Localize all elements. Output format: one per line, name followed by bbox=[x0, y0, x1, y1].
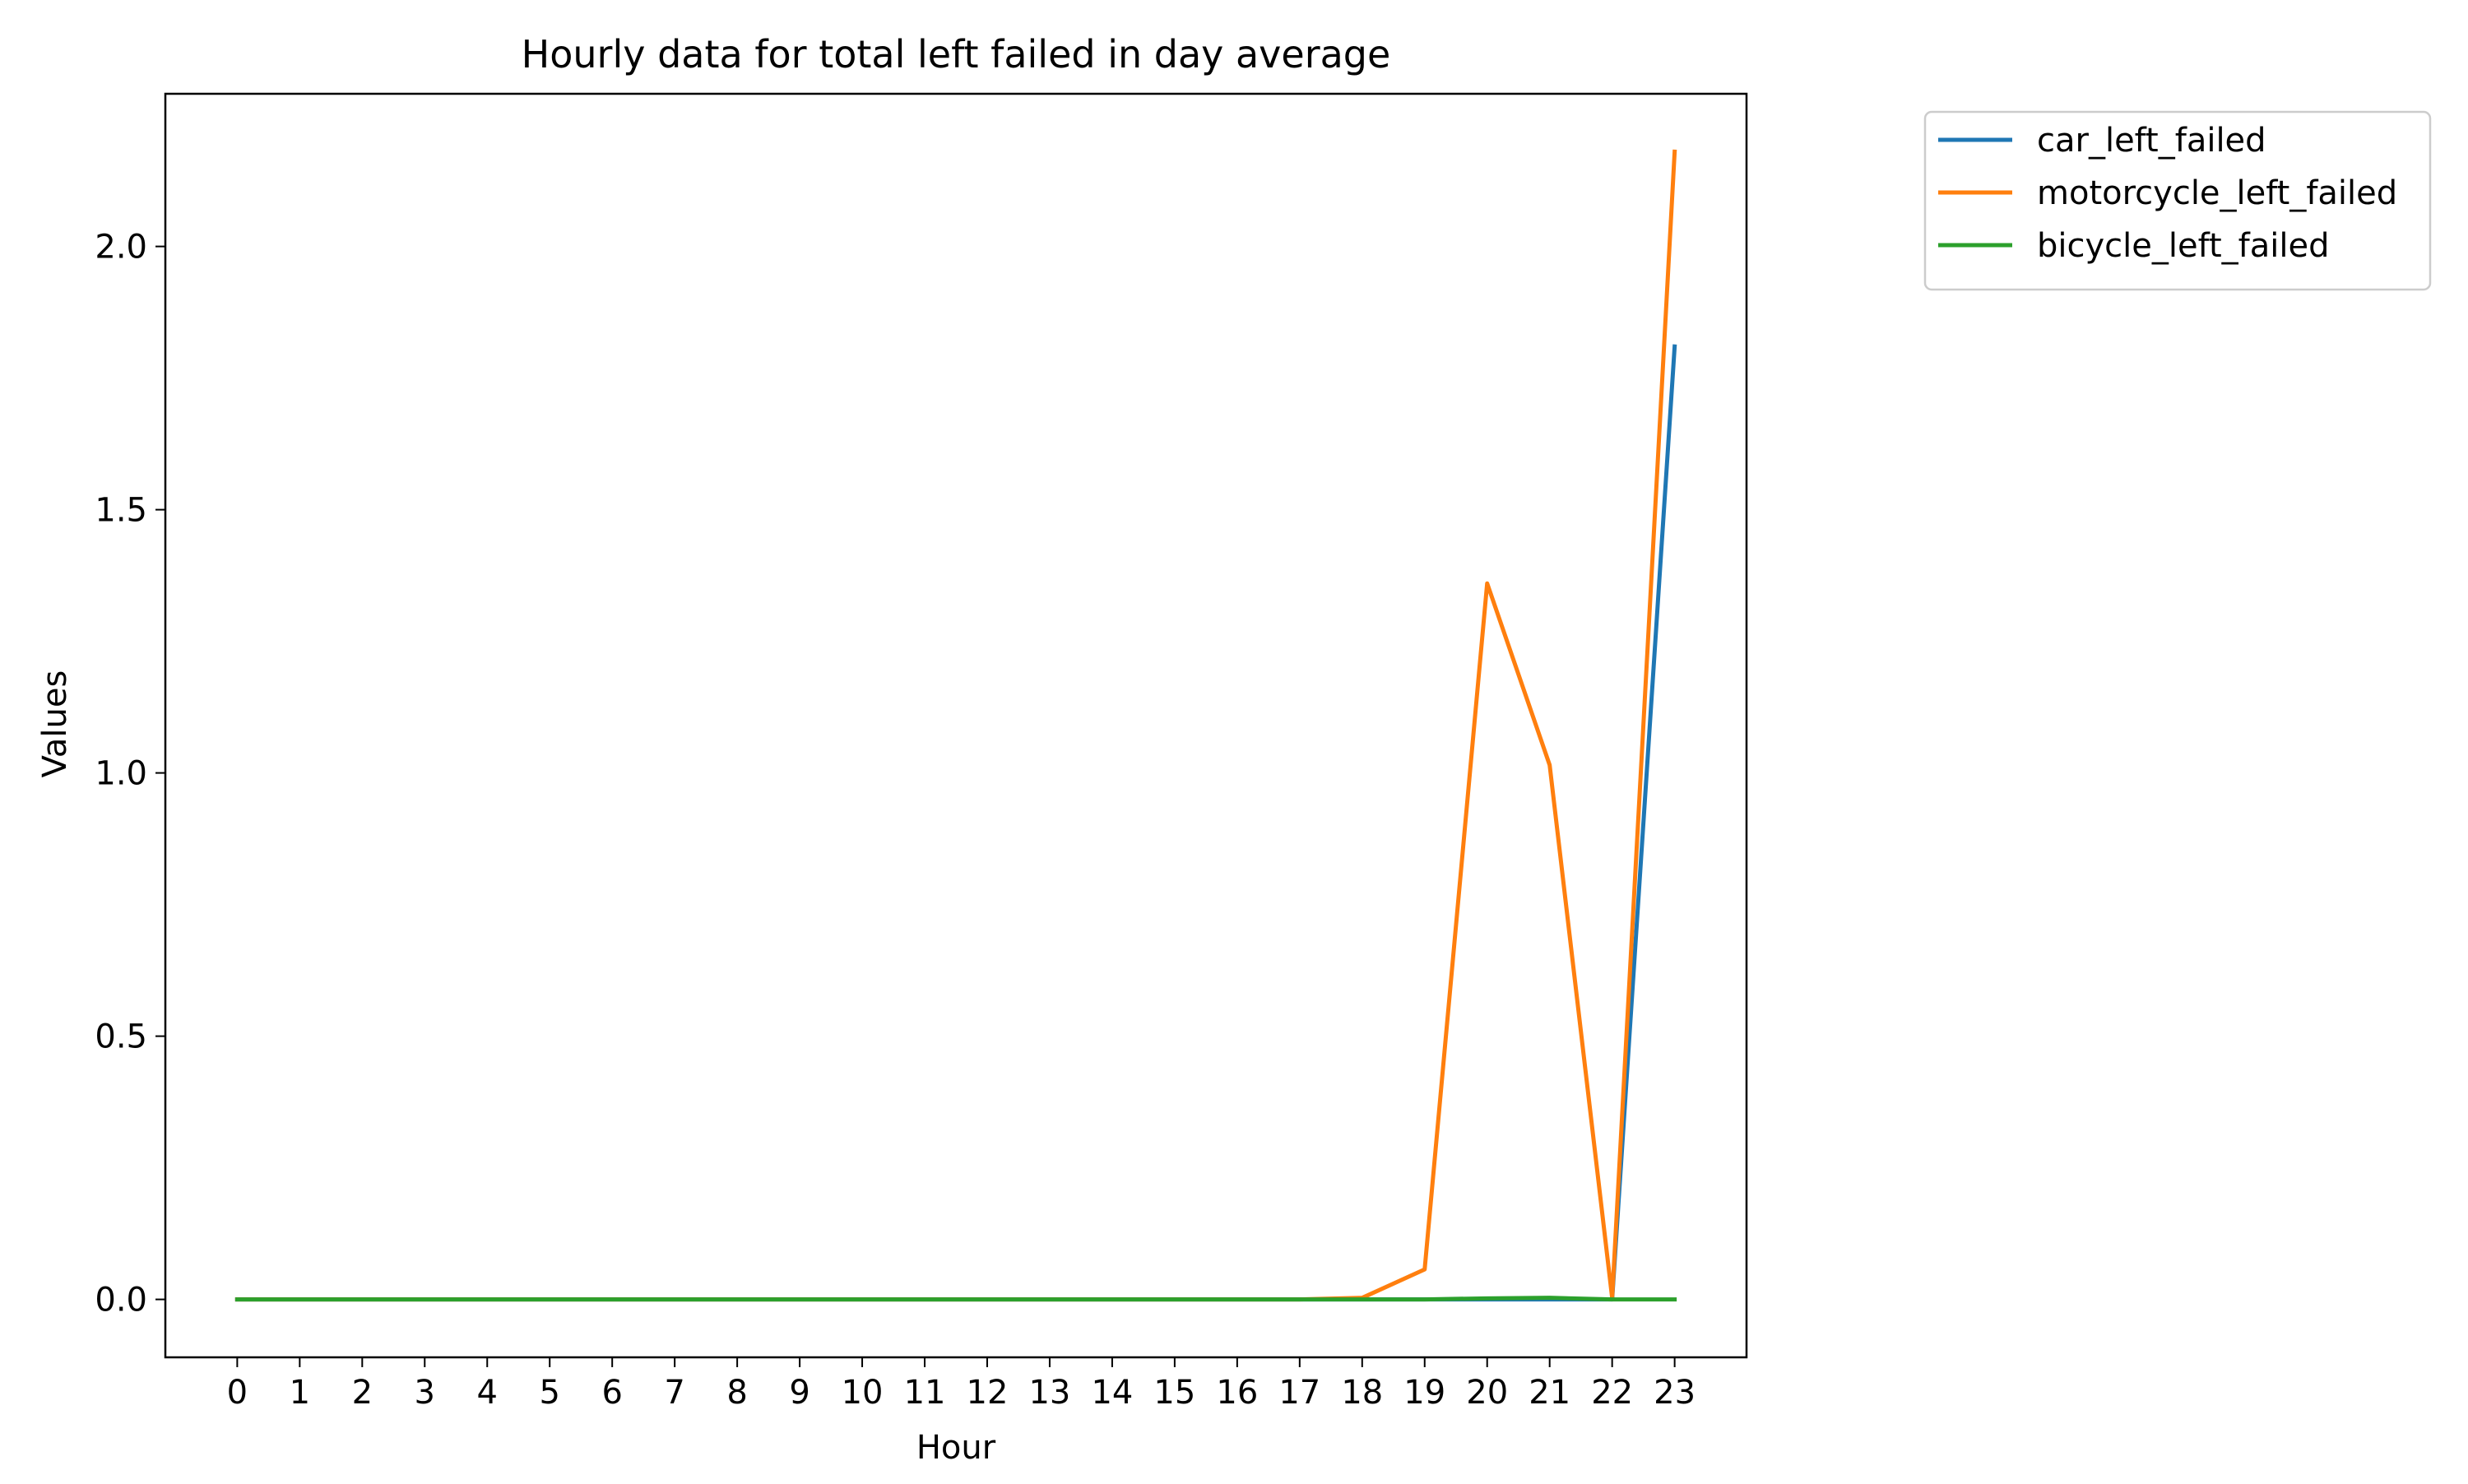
x-tick-label: 8 bbox=[726, 1374, 747, 1412]
x-tick-label: 3 bbox=[415, 1374, 435, 1412]
legend: car_left_failed motorcycle_left_failedbic… bbox=[1923, 110, 2432, 291]
legend-label: car_left_failed bbox=[2037, 122, 2266, 160]
plot-frame bbox=[164, 92, 1748, 1359]
x-tick-label: 2 bbox=[352, 1374, 373, 1412]
legend-label: bicycle_left_failed bbox=[2037, 227, 2330, 265]
x-tick-label: 10 bbox=[842, 1374, 884, 1412]
y-tick-label: 0.5 bbox=[95, 1018, 147, 1056]
x-tick-label: 6 bbox=[601, 1374, 622, 1412]
y-tick-label: 1.0 bbox=[95, 755, 147, 793]
chart-title: Hourly data for total left failed in day… bbox=[522, 32, 1391, 77]
x-tick-label: 18 bbox=[1341, 1374, 1383, 1412]
y-tick-label: 0.0 bbox=[95, 1282, 147, 1319]
x-tick-label: 5 bbox=[539, 1374, 559, 1412]
x-tick-label: 17 bbox=[1278, 1374, 1320, 1412]
plot-area bbox=[234, 149, 1677, 1302]
axis-ticks: 0 1 2 3 4 5 6 7 8 9 10 11 12 13 14 15 16 17 18 19 20 21 22 230.… bbox=[95, 229, 1696, 1412]
x-tick-label: 15 bbox=[1153, 1374, 1195, 1412]
x-tick-label: 19 bbox=[1403, 1374, 1445, 1412]
x-tick-label: 7 bbox=[664, 1374, 684, 1412]
x-tick-label: 14 bbox=[1091, 1374, 1133, 1412]
x-tick-label: 23 bbox=[1654, 1374, 1696, 1412]
x-tick-label: 13 bbox=[1028, 1374, 1070, 1412]
x-tick-label: 4 bbox=[477, 1374, 498, 1412]
y-tick-label: 2.0 bbox=[95, 229, 147, 267]
legend-label: motorcycle_left_failed bbox=[2037, 174, 2397, 212]
y-tick-label: 1.5 bbox=[95, 492, 147, 530]
x-tick-label: 12 bbox=[967, 1374, 1009, 1412]
x-tick-label: 0 bbox=[227, 1374, 248, 1412]
x-tick-label: 21 bbox=[1529, 1374, 1570, 1412]
x-tick-label: 16 bbox=[1216, 1374, 1258, 1412]
x-axis-label: Hour bbox=[916, 1429, 996, 1467]
legend-box bbox=[1923, 110, 2432, 291]
y-axis-label: Values bbox=[36, 670, 74, 778]
x-tick-label: 11 bbox=[904, 1374, 946, 1412]
x-tick-label: 22 bbox=[1591, 1374, 1633, 1412]
x-tick-label: 9 bbox=[789, 1374, 810, 1412]
x-tick-label: 20 bbox=[1466, 1374, 1508, 1412]
series-line-bicycle-left-failed bbox=[234, 1296, 1677, 1302]
x-tick-label: 1 bbox=[290, 1374, 310, 1412]
